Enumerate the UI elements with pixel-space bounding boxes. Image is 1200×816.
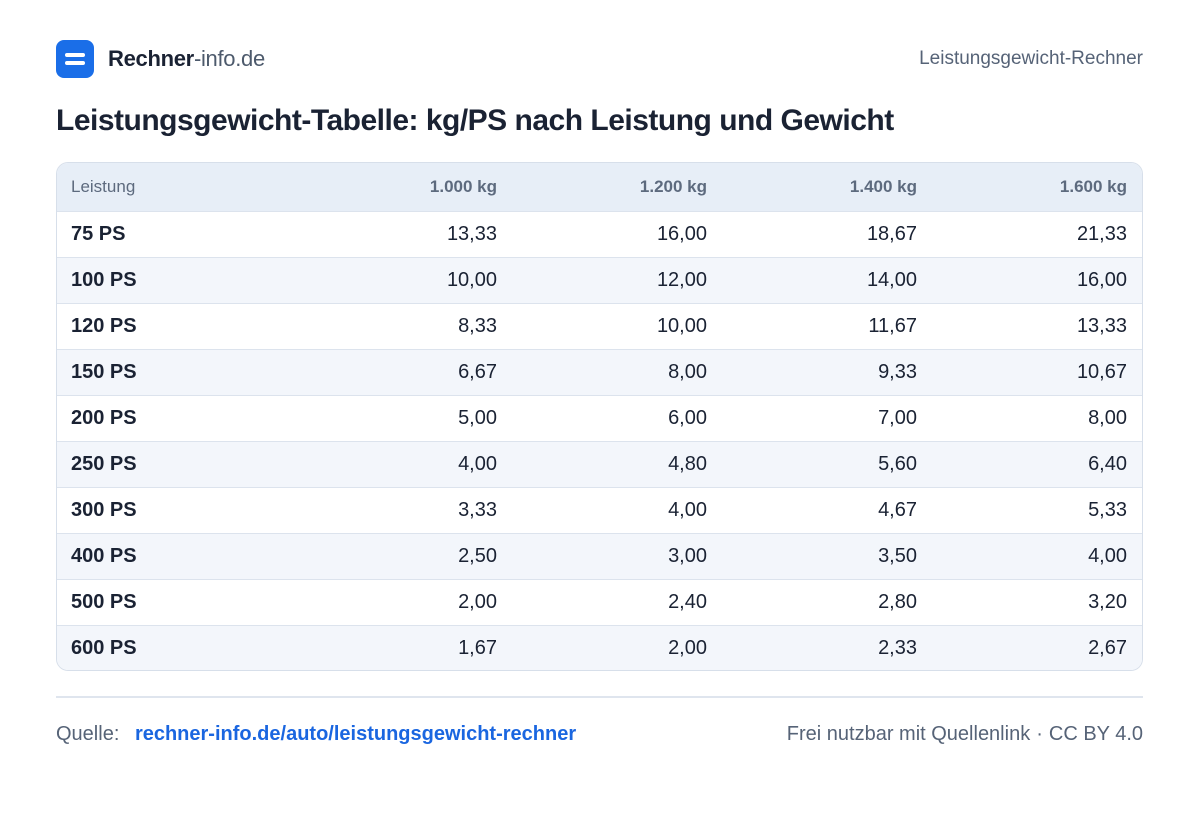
power-cell: 500 PS: [71, 590, 137, 613]
value-cell: 13,33: [1076, 314, 1127, 337]
value-cell: 5,60: [878, 452, 917, 475]
value-cell: 14,00: [866, 268, 917, 291]
power-cell: 250 PS: [71, 452, 137, 475]
footer: Quelle: rechner-info.de/auto/leistungsge…: [56, 720, 1143, 748]
value-cell: 10,67: [1076, 360, 1127, 383]
value-cell: 2,00: [458, 590, 497, 613]
data-table: Leistung 1.000 kg 1.200 kg 1.400 kg 1.60…: [56, 162, 1143, 671]
table-row: 600 PS 1,67 2,00 2,33 2,67: [57, 625, 1142, 670]
source-label: Quelle:: [56, 722, 120, 745]
calculator-name: Leistungsgewicht-Rechner: [919, 48, 1143, 69]
value-cell: 8,00: [668, 360, 707, 383]
table-row: 150 PS 6,67 8,00 9,33 10,67: [57, 349, 1142, 395]
brand[interactable]: Rechner-info.de: [56, 40, 265, 78]
value-cell: 13,33: [446, 222, 497, 245]
brand-name: Rechner-info.de: [108, 46, 265, 72]
value-cell: 10,00: [656, 314, 707, 337]
brand-name-light: -info.de: [193, 46, 265, 71]
power-cell: 75 PS: [71, 222, 126, 245]
table-row: 400 PS 2,50 3,00 3,50 4,00: [57, 533, 1142, 579]
value-cell: 2,50: [458, 544, 497, 567]
value-cell: 16,00: [656, 222, 707, 245]
value-cell: 4,00: [668, 498, 707, 521]
logo-icon: [56, 40, 94, 78]
value-cell: 7,00: [878, 406, 917, 429]
value-cell: 4,67: [878, 498, 917, 521]
value-cell: 6,00: [668, 406, 707, 429]
column-header: Leistung: [71, 176, 136, 196]
column-header: 1.600 kg: [1059, 176, 1127, 196]
power-cell: 150 PS: [71, 360, 137, 383]
value-cell: 11,67: [868, 314, 917, 337]
value-cell: 3,20: [1088, 590, 1127, 613]
value-cell: 10,00: [446, 268, 497, 291]
table-row: 120 PS 8,33 10,00 11,67 13,33: [57, 303, 1142, 349]
license-info: Frei nutzbar mit Quellenlink · CC BY 4.0: [787, 723, 1143, 746]
header: Rechner-info.de Leistungsgewicht-Rechner: [56, 40, 1143, 78]
table-row: 100 PS 10,00 12,00 14,00 16,00: [57, 257, 1142, 303]
value-cell: 8,00: [1088, 406, 1127, 429]
value-cell: 3,33: [458, 498, 497, 521]
table-row: 500 PS 2,00 2,40 2,80 3,20: [57, 579, 1142, 625]
column-header: 1.400 kg: [849, 176, 917, 196]
source-link[interactable]: rechner-info.de/auto/leistungsgewicht-re…: [134, 722, 577, 745]
value-cell: 2,80: [878, 590, 917, 613]
value-cell: 18,67: [866, 222, 917, 245]
power-cell: 120 PS: [71, 314, 137, 337]
value-cell: 21,33: [1076, 222, 1127, 245]
table-row: 75 PS 13,33 16,00 18,67 21,33: [57, 211, 1142, 257]
value-cell: 9,33: [878, 360, 917, 383]
power-cell: 300 PS: [71, 498, 137, 521]
value-cell: 6,67: [458, 360, 497, 383]
value-cell: 2,40: [668, 590, 707, 613]
value-cell: 6,40: [1088, 452, 1127, 475]
value-cell: 3,00: [668, 544, 707, 567]
value-cell: 8,33: [458, 314, 497, 337]
table-header-row: Leistung 1.000 kg 1.200 kg 1.400 kg 1.60…: [57, 163, 1142, 211]
page-title: Leistungsgewicht-Tabelle: kg/PS nach Lei…: [56, 104, 894, 137]
value-cell: 4,80: [668, 452, 707, 475]
value-cell: 1,67: [458, 636, 497, 659]
value-cell: 2,67: [1088, 636, 1127, 659]
value-cell: 5,33: [1088, 498, 1127, 521]
power-cell: 400 PS: [71, 544, 137, 567]
license-name: CC BY 4.0: [1048, 722, 1143, 745]
value-cell: 4,00: [1088, 544, 1127, 567]
value-cell: 3,50: [878, 544, 917, 567]
value-cell: 16,00: [1076, 268, 1127, 291]
value-cell: 12,00: [656, 268, 707, 291]
power-cell: 200 PS: [71, 406, 137, 429]
table-row: 250 PS 4,00 4,80 5,60 6,40: [57, 441, 1142, 487]
value-cell: 2,33: [878, 636, 917, 659]
value-cell: 4,00: [458, 452, 497, 475]
value-cell: 2,00: [668, 636, 707, 659]
brand-name-bold: Rechner: [108, 46, 194, 71]
power-cell: 600 PS: [71, 636, 137, 659]
value-cell: 5,00: [458, 406, 497, 429]
source: Quelle: rechner-info.de/auto/leistungsge…: [56, 723, 576, 746]
license-separator: ·: [1036, 722, 1043, 745]
column-header: 1.200 kg: [639, 176, 707, 196]
license-text: Frei nutzbar mit Quellenlink: [786, 722, 1031, 745]
footer-divider: [56, 696, 1143, 698]
table-row: 300 PS 3,33 4,00 4,67 5,33: [57, 487, 1142, 533]
power-cell: 100 PS: [71, 268, 137, 291]
column-header: 1.000 kg: [429, 176, 497, 196]
table-row: 200 PS 5,00 6,00 7,00 8,00: [57, 395, 1142, 441]
